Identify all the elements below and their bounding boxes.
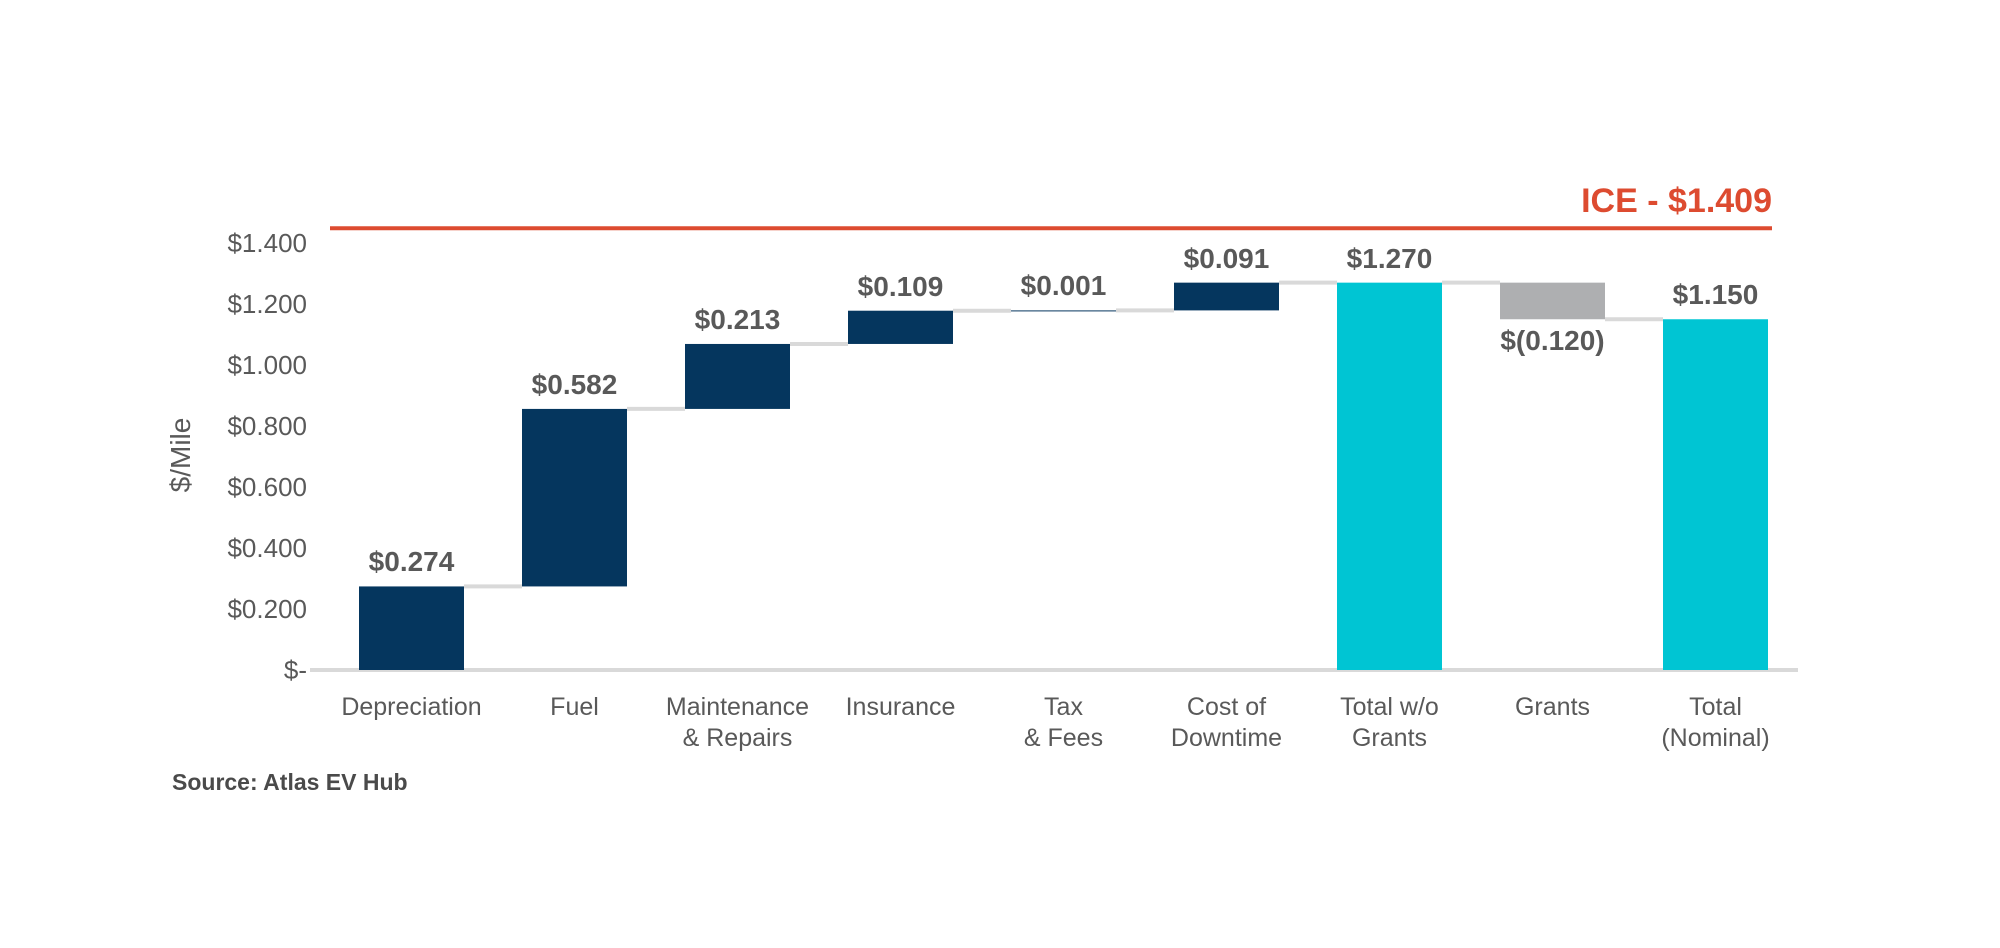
value-label: $0.109	[857, 270, 944, 302]
waterfall-bar-tax-fees	[1011, 310, 1116, 312]
category-label: Cost of Downtime	[1170, 693, 1283, 752]
waterfall-bar-total-w-o-grants	[1337, 282, 1442, 670]
value-label: $0.582	[531, 368, 618, 400]
source-note: Source: Atlas EV Hub	[172, 769, 408, 795]
category-label: Tax & Fees	[1023, 693, 1104, 752]
y-tick-label: $1.000	[227, 350, 307, 380]
category-label: Total (Nominal)	[1661, 693, 1770, 752]
y-tick-label: $-	[283, 655, 307, 685]
category-label: Maintenance & Repairs	[665, 693, 810, 752]
value-label: $(0.120)	[1500, 325, 1605, 357]
waterfall-bar-fuel	[522, 408, 627, 587]
y-tick-label: $0.200	[227, 594, 307, 624]
waterfall-bar-grants	[1500, 282, 1605, 320]
value-label: $1.150	[1672, 279, 1759, 311]
value-label: $0.091	[1183, 242, 1270, 274]
category-label: Fuel	[550, 693, 599, 721]
value-label: $0.213	[694, 303, 781, 335]
y-tick-label: $0.400	[227, 533, 307, 563]
ice-reference-label: ICE - $1.409	[1581, 182, 1772, 221]
value-label: $1.270	[1346, 242, 1433, 274]
waterfall-bar-total-nominal-	[1663, 319, 1768, 670]
category-label: Insurance	[845, 693, 956, 721]
y-tick-label: $1.200	[227, 289, 307, 319]
category-label: Grants	[1514, 693, 1591, 721]
y-tick-label: $1.400	[227, 228, 307, 258]
waterfall-bar-insurance	[848, 310, 953, 344]
category-label: Total w/o Grants	[1340, 693, 1439, 752]
waterfall-bar-maintenance-repairs	[685, 343, 790, 409]
value-label: $0.001	[1020, 270, 1107, 302]
waterfall-bar-depreciation	[359, 586, 464, 670]
category-label: Depreciation	[341, 693, 482, 721]
y-tick-label: $0.800	[227, 411, 307, 441]
value-label: $0.274	[368, 546, 455, 578]
waterfall-bar-cost-of-downtime	[1174, 282, 1279, 311]
y-tick-label: $0.600	[227, 472, 307, 502]
